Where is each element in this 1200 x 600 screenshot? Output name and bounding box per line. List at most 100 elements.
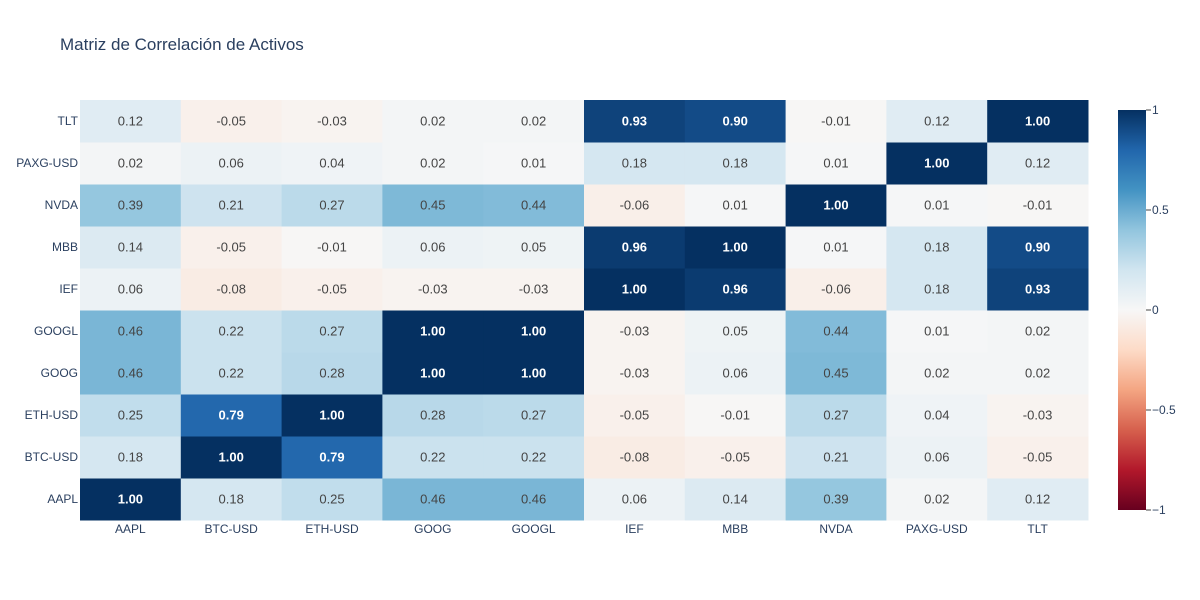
cell-value-label: -0.03 (317, 114, 347, 129)
cell-value-label: -0.01 (720, 408, 750, 423)
heatmap-cell (886, 226, 988, 269)
cell-value-label: 1.00 (219, 450, 244, 465)
heatmap-cell (584, 436, 686, 479)
heatmap-cell (382, 352, 484, 395)
heatmap-cell (987, 184, 1089, 227)
heatmap-cell (684, 394, 787, 437)
heatmap-cell (684, 268, 787, 311)
y-tick-label: MBB (52, 240, 78, 254)
heatmap-cell (886, 436, 988, 479)
cell-value-label: 0.93 (1025, 282, 1050, 297)
heatmap-cell (80, 142, 182, 185)
heatmap-cell (80, 478, 182, 521)
cell-value-label: 1.00 (118, 492, 143, 507)
x-tick-label: ETH-USD (305, 522, 359, 536)
heatmap-cell (584, 394, 686, 437)
heatmap-cell (483, 184, 585, 227)
heatmap-cell (785, 394, 887, 437)
cell-value-label: 0.06 (924, 450, 949, 465)
heatmap-cell (987, 100, 1089, 143)
cell-value-label: 0.05 (723, 324, 748, 339)
cell-value-label: -0.01 (821, 114, 851, 129)
cell-value-label: 0.22 (521, 450, 546, 465)
cell-value-label: 0.06 (420, 240, 445, 255)
cell-value-label: 0.18 (924, 282, 949, 297)
heatmap-cell (785, 436, 887, 479)
heatmap-cell (886, 142, 988, 185)
cell-value-label: 0.18 (118, 450, 143, 465)
cell-value-label: 0.01 (924, 198, 949, 213)
cell-value-label: 0.27 (521, 408, 546, 423)
x-tick-label: TLT (1027, 522, 1048, 536)
cell-value-label: 0.06 (118, 282, 143, 297)
cell-value-label: 1.00 (319, 408, 344, 423)
cell-value-label: 0.93 (622, 114, 647, 129)
heatmap-cell (684, 352, 787, 395)
colorbar-tick-label: −0.5 (1152, 403, 1176, 417)
y-axis-ticks: AAPL BTC-USD ETH-USD GOOG GOOGL IEF MBB NVDA PAX… (16, 114, 78, 506)
cell-value-label: 0.46 (420, 492, 445, 507)
heatmap-cell (684, 184, 787, 227)
cell-value-label: -0.01 (317, 240, 347, 255)
heatmap-cell (80, 100, 182, 143)
heatmap-cell (987, 478, 1089, 521)
cell-value-label: 0.22 (219, 324, 244, 339)
cell-value-label: -0.05 (620, 408, 650, 423)
cell-value-label: 0.12 (924, 114, 949, 129)
y-tick-label: PAXG-USD (16, 156, 78, 170)
y-tick-label: ETH-USD (25, 408, 79, 422)
cell-value-label: 0.12 (118, 114, 143, 129)
cell-value-label: 1.00 (521, 324, 546, 339)
y-tick-label: GOOG (41, 366, 78, 380)
cell-value-label: -0.05 (1023, 450, 1053, 465)
colorbar-tick-label: 0.5 (1152, 203, 1169, 217)
heatmap-cell (584, 478, 686, 521)
cell-value-label: -0.03 (418, 282, 448, 297)
x-tick-label: NVDA (819, 522, 852, 536)
heatmap-cell (684, 478, 787, 521)
cell-value-label: 0.27 (319, 198, 344, 213)
y-tick-label: GOOGL (34, 324, 78, 338)
x-tick-label: BTC-USD (205, 522, 259, 536)
heatmap-cell (987, 436, 1089, 479)
heatmap-cell (80, 268, 182, 311)
cell-value-label: 1.00 (622, 282, 647, 297)
heatmap-cell (382, 436, 484, 479)
heatmap-cell (785, 310, 887, 353)
cell-value-label: 0.90 (723, 114, 748, 129)
heatmap-cell (483, 478, 585, 521)
cell-value-label: -0.01 (1023, 198, 1053, 213)
heatmap-cell (584, 352, 686, 395)
cell-value-label: 1.00 (823, 198, 848, 213)
heatmap-cell (281, 436, 383, 479)
heatmap-cell (382, 184, 484, 227)
heatmap-cell (785, 352, 887, 395)
cell-value-label: -0.08 (216, 282, 246, 297)
cell-value-label: 0.02 (420, 114, 445, 129)
heatmap-cell (382, 310, 484, 353)
heatmap-cell (180, 394, 283, 437)
heatmap-cell (180, 184, 283, 227)
heatmap-cell (886, 184, 988, 227)
cell-value-label: 0.21 (219, 198, 244, 213)
x-tick-label: AAPL (115, 522, 146, 536)
heatmap-cell (180, 226, 283, 269)
heatmap-cell (281, 100, 383, 143)
heatmap-cell (584, 142, 686, 185)
cell-value-label: 0.79 (319, 450, 344, 465)
heatmap-cell (684, 142, 787, 185)
heatmap-cell (80, 352, 182, 395)
cell-value-label: 0.01 (723, 198, 748, 213)
cell-value-label: 0.18 (622, 156, 647, 171)
heatmap-cell (584, 268, 686, 311)
cell-value-label: 0.25 (118, 408, 143, 423)
heatmap-cell (785, 226, 887, 269)
heatmap-cell (80, 394, 182, 437)
heatmap-cell (785, 478, 887, 521)
x-tick-label: GOOG (414, 522, 451, 536)
heatmap-cell (80, 436, 182, 479)
cell-value-label: -0.03 (620, 366, 650, 381)
cell-value-label: 0.04 (319, 156, 344, 171)
cell-value-label: 0.18 (723, 156, 748, 171)
cell-value-label: 0.02 (924, 492, 949, 507)
